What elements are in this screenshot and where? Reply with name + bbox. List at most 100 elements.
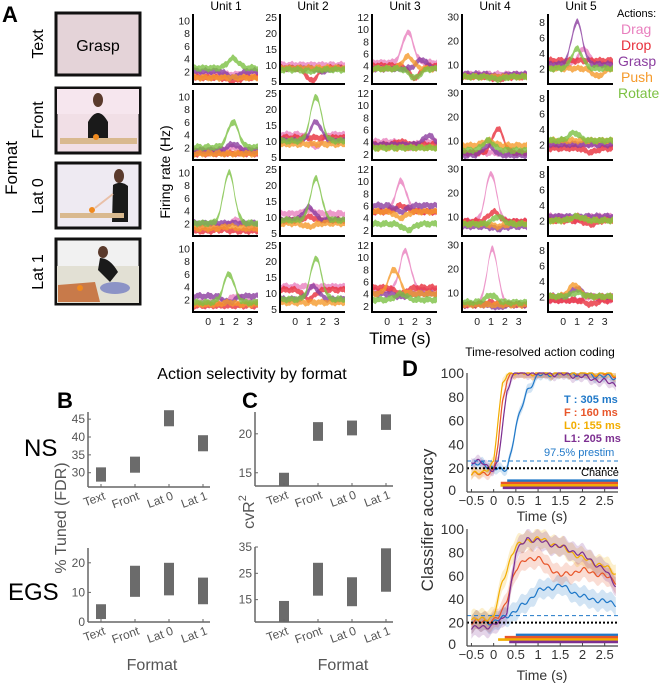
band-f [471, 547, 616, 634]
x-tick-label: 2.5 [596, 647, 614, 662]
y-tick-label: 30 [447, 87, 459, 99]
x-tick-label: 2 [233, 316, 239, 328]
firing-rate-ylabel: Firing rate (Hz) [157, 125, 173, 218]
y-tick-label: 4 [363, 61, 369, 73]
bar-lat-0 [347, 577, 357, 607]
y-tick-label: 10 [447, 60, 459, 72]
y-tick-label: 20 [239, 427, 253, 441]
y-tick-label: 10 [447, 136, 459, 148]
unit-2-row-4-plot: 5 10 15 20 25 0 1 2 3 [265, 240, 345, 328]
y-tick-label: 2 [363, 301, 369, 313]
panel-label-d: D [402, 356, 418, 381]
trace-rotate [462, 292, 527, 307]
x-tick-label: Lat 1 [179, 624, 209, 646]
y-tick-label: 4 [539, 124, 545, 136]
b-xlabel: Format [127, 657, 178, 674]
trace-rotate [462, 72, 527, 84]
bar-lat-0 [347, 420, 357, 436]
y-tick-label: 8 [363, 112, 369, 124]
unit-5-row-3-plot: 2 4 6 8 [539, 166, 613, 237]
row-label-lat1: Lat 1 [30, 254, 47, 290]
b-ylabel: % Tuned (FDR) [53, 462, 70, 573]
x-tick-label: 1.5 [551, 647, 569, 662]
x-tick-label: Text [265, 487, 291, 508]
y-tick-label: 15 [265, 44, 277, 56]
x-tick-label: Lat 0 [328, 624, 358, 646]
x-tick-label: 2 [412, 316, 418, 328]
trace-rotate [193, 271, 258, 307]
x-tick-label: 0.5 [507, 647, 525, 662]
y-tick-label: 8 [363, 36, 369, 48]
y-tick-label: 10 [265, 288, 277, 300]
trace-drag [372, 29, 437, 67]
trace-rotate [193, 119, 258, 152]
unit-2-row-3-plot: 5 10 15 20 25 [265, 164, 345, 240]
unit-4-row-2-plot: 10 20 30 [447, 87, 527, 161]
d-ylabel: Classifier accuracy [418, 448, 437, 591]
y-tick-label: 15 [265, 272, 277, 284]
y-tick-label: 4 [363, 137, 369, 149]
y-tick-label: 2 [539, 63, 545, 75]
y-tick-label: 8 [539, 17, 545, 29]
y-tick-label: 20 [265, 256, 277, 268]
y-tick-label: 2 [184, 142, 190, 154]
y-tick-label: 10 [72, 585, 86, 599]
y-tick-label: 40 [448, 436, 464, 452]
x-tick-label: Text [82, 488, 108, 509]
d-title: Time-resolved action coding [465, 345, 615, 359]
latency-f: F : 160 ms [564, 407, 618, 419]
x-tick-label: 0 [205, 316, 211, 328]
y-tick-label: 8 [184, 28, 190, 40]
y-tick-label: 10 [265, 136, 277, 148]
trace-rotate [462, 213, 527, 229]
legend-item-drag: Drag [621, 21, 651, 37]
trace-rotate [548, 212, 613, 225]
legend-item-push: Push [621, 69, 653, 85]
bar-lat-1 [381, 414, 391, 430]
y-tick-label: 60 [448, 568, 464, 584]
y-tick-label: 2 [363, 149, 369, 161]
x-tick-label: 0 [560, 316, 566, 328]
trace-push [372, 266, 437, 298]
prestim-label: 97.5% prestim [544, 447, 614, 459]
x-tick-label: 2.5 [596, 493, 614, 508]
y-tick-label: 8 [363, 188, 369, 200]
y-tick-label: 10 [178, 15, 190, 27]
y-tick-label: 30 [447, 239, 459, 251]
x-tick-label: 3 [516, 316, 522, 328]
y-tick-label: 8 [184, 256, 190, 268]
y-tick-label: 8 [363, 264, 369, 276]
legend-item-drop: Drop [621, 37, 652, 53]
stimulus-photo-lat1 [54, 237, 142, 306]
row-label-egs: EGS [8, 579, 59, 606]
bar-lat-0 [164, 562, 174, 596]
y-tick-label: 15 [265, 196, 277, 208]
y-tick-label: 80 [448, 544, 464, 560]
y-tick-label: 20 [447, 264, 459, 276]
line-t [471, 583, 617, 626]
trace-push [193, 222, 258, 233]
y-tick-label: 8 [184, 180, 190, 192]
y-tick-label: 20 [447, 188, 459, 200]
y-tick-label: 100 [441, 365, 465, 381]
y-tick-label: 4 [184, 206, 190, 218]
line-f [471, 555, 617, 626]
trace-grasp [548, 18, 613, 69]
panel-a-xlabel: Time (s) [369, 329, 431, 348]
x-tick-label: 1 [398, 316, 404, 328]
x-tick-label: Front [110, 488, 142, 511]
x-tick-label: 3 [334, 316, 340, 328]
y-tick-label: 2 [539, 139, 545, 151]
y-tick-label: 20 [72, 556, 86, 570]
unit-title-5: Unit 5 [565, 0, 597, 13]
x-tick-label: 2 [579, 493, 586, 508]
x-tick-label: 1 [574, 316, 580, 328]
panel-label-b: B [57, 388, 73, 413]
x-tick-label: Lat 0 [145, 624, 175, 646]
unit-5-row-1-plot: 2 4 6 8 [539, 14, 613, 85]
trace-rotate [548, 45, 613, 73]
y-tick-label: 25 [239, 566, 253, 580]
